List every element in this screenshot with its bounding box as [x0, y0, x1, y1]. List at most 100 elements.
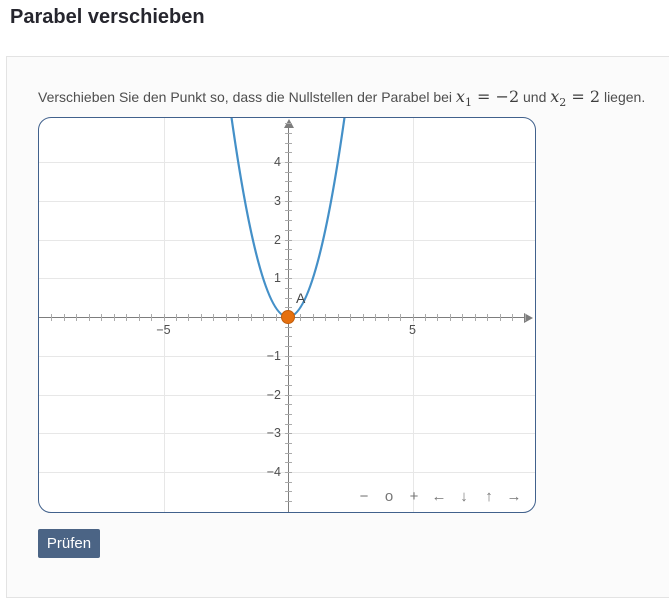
y-axis-tick [285, 452, 292, 454]
x-axis-tick [462, 314, 464, 321]
x-axis-tick [512, 314, 514, 321]
y-axis-tick [285, 142, 292, 144]
x-axis-tick [126, 314, 128, 321]
y-axis-tick [285, 249, 292, 251]
x-axis-tick [88, 314, 90, 321]
x-axis-tick [163, 314, 165, 321]
x-axis-tick [213, 314, 215, 321]
x-axis-tick [312, 314, 314, 321]
x-axis-tick [300, 314, 302, 321]
y-axis-tick [285, 346, 292, 348]
x-axis-tick [175, 314, 177, 321]
y-axis-tick [285, 220, 292, 222]
y-axis-tick [285, 365, 292, 367]
y-axis-tick [285, 181, 292, 183]
y-axis-tick [285, 268, 292, 270]
instruction-segment: Verschieben Sie den Punkt so, dass die N… [38, 89, 456, 105]
y-axis-tick [285, 152, 292, 154]
y-axis-tick [285, 258, 292, 260]
pan-right-button[interactable]: → [506, 488, 522, 505]
y-axis-tick [285, 481, 292, 483]
graph-board[interactable]: −5 5 4 3 2 1 −1 −2 −3 −4 A − o + ← ↓ ↑ → [38, 117, 536, 513]
x-axis-arrow-icon [524, 312, 533, 323]
x-axis-tick [188, 314, 190, 321]
y-axis-tick [285, 132, 292, 134]
y-axis-tick [285, 200, 292, 202]
y-axis-tick [285, 162, 292, 163]
y-axis-tick-label: −1 [266, 348, 281, 363]
math-x2-value: = 2 [566, 87, 601, 106]
y-axis-tick-label: 2 [274, 232, 281, 247]
x-axis-tick [101, 314, 103, 321]
x-axis-tick-label: 5 [409, 323, 416, 337]
y-axis-tick [285, 287, 292, 289]
y-axis-tick [285, 472, 292, 473]
y-axis-tick-label: 1 [274, 271, 281, 286]
x-axis-tick [524, 314, 526, 321]
pan-left-button[interactable]: ← [431, 488, 447, 505]
y-axis-tick [285, 239, 292, 241]
y-axis-tick [285, 210, 292, 212]
x-axis-tick [51, 314, 53, 321]
x-axis-tick [362, 314, 364, 321]
y-axis-tick [285, 394, 292, 396]
y-axis-tick [285, 423, 292, 425]
check-button[interactable]: Prüfen [38, 529, 100, 558]
x-axis-tick [151, 314, 153, 321]
page-title: Parabel verschieben [10, 6, 205, 28]
y-axis-tick [285, 442, 292, 444]
pan-up-button[interactable]: ↑ [480, 488, 498, 505]
x-axis-tick [225, 314, 227, 321]
math-x1: x [455, 87, 465, 106]
point-a-label: A [296, 290, 306, 306]
x-axis-tick [449, 314, 451, 321]
y-axis-tick-label: −2 [266, 387, 281, 402]
math-x2: x [550, 87, 560, 106]
y-axis-tick [285, 336, 292, 338]
y-axis-tick-label: −3 [266, 426, 281, 441]
y-axis-tick [285, 191, 292, 193]
x-axis-tick [63, 314, 65, 321]
x-axis-tick [76, 314, 78, 321]
instruction-segment: liegen. [600, 89, 646, 105]
x-axis-tick [499, 314, 501, 321]
x-axis-tick [474, 314, 476, 321]
zoom-in-button[interactable]: + [405, 488, 423, 505]
zoom-reset-button[interactable]: o [380, 488, 398, 505]
x-axis-tick [400, 314, 402, 321]
y-axis-tick [285, 355, 292, 357]
y-axis-tick [285, 491, 292, 493]
zoom-out-button[interactable]: − [355, 488, 373, 505]
y-axis-tick [285, 413, 292, 415]
x-axis-tick [275, 314, 277, 321]
x-axis-tick [350, 314, 352, 321]
x-axis-tick [138, 314, 140, 321]
y-axis-tick [285, 171, 292, 173]
graph-toolbar: − o + ← ↓ ↑ → [355, 488, 523, 505]
instruction-segment: und [519, 89, 551, 105]
x-axis-tick [113, 314, 115, 321]
x-axis-tick [387, 314, 389, 321]
math-x1-value: = −2 [471, 87, 520, 106]
y-axis-tick [285, 462, 292, 464]
point-a[interactable] [281, 310, 295, 324]
y-axis-tick-label: 3 [274, 193, 281, 208]
y-axis-tick-label: 4 [274, 155, 281, 169]
x-axis-tick [437, 314, 439, 321]
y-axis-tick [285, 229, 292, 231]
x-axis-tick [325, 314, 327, 321]
x-axis-tick [412, 314, 414, 321]
exercise-panel: Verschieben Sie den Punkt so, dass die N… [6, 56, 669, 598]
x-axis-tick [238, 314, 240, 321]
x-axis-tick [263, 314, 265, 321]
x-axis-tick-label: −5 [156, 323, 171, 337]
instruction-text: Verschieben Sie den Punkt so, dass die N… [38, 87, 645, 109]
y-axis-tick [285, 278, 292, 280]
x-axis-tick [250, 314, 252, 321]
y-axis-tick [285, 297, 292, 299]
y-axis-tick [285, 433, 292, 435]
math-x1-subscript: 1 [464, 96, 472, 109]
x-axis-tick [337, 314, 339, 321]
math-x2-subscript: 2 [559, 96, 567, 109]
pan-down-button[interactable]: ↓ [455, 488, 473, 505]
